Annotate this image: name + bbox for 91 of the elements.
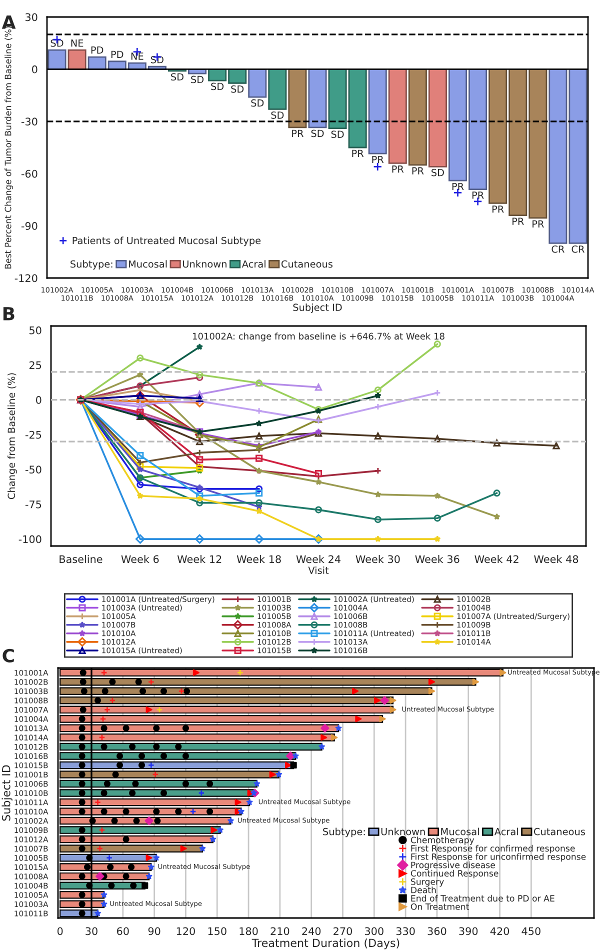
data-label: SD	[251, 99, 264, 107]
x-tick-label: 30	[86, 927, 98, 936]
x-tick-label: 390	[459, 927, 478, 936]
data-label: CR	[552, 245, 564, 253]
x-tick-label: 360	[428, 927, 446, 936]
data-label: PD	[91, 46, 104, 54]
data-label: PR	[372, 156, 384, 164]
x-tick-label: 60	[117, 927, 129, 936]
x-tick-label: Baseline	[60, 555, 102, 564]
x-tick-label: 0	[57, 927, 63, 936]
legend-label: Continued Response	[410, 870, 498, 878]
x-tick-label: Week 24	[296, 555, 340, 564]
y-tick-label: 25	[29, 361, 42, 370]
data-label: SD	[191, 76, 204, 84]
data-label: PR	[492, 206, 504, 213]
legend-label: Cutaneous	[281, 260, 332, 268]
legend-label: Patients of Untreated Mucosal Subtype	[72, 236, 261, 246]
legend-label: Unknown	[381, 828, 425, 836]
data-label: PD	[111, 50, 124, 58]
data-label: PR	[412, 167, 424, 174]
y-tick-label: -50	[25, 466, 42, 474]
data-label: PR	[392, 166, 404, 173]
data-label: PR	[472, 192, 484, 199]
legend-label: Cutaneous	[534, 828, 586, 836]
data-label: PR	[352, 150, 364, 157]
x-tick-label: Week 48	[534, 555, 578, 564]
legend-label: Mucosal	[128, 260, 167, 268]
y-tick-label: -120	[14, 274, 38, 282]
legend-label: Acral	[494, 828, 518, 836]
x-tick-label: Week 42	[474, 555, 518, 564]
y-axis-title: Subject ID	[2, 765, 12, 821]
x-tick-label: 240	[302, 927, 321, 936]
data-label: NE	[131, 52, 144, 60]
x-axis-title: Subject ID	[293, 303, 342, 313]
y-tick-label: 30	[26, 13, 38, 22]
x-tick-label: 450	[522, 927, 540, 936]
x-axis-title: Treatment Duration (Days)	[252, 938, 400, 950]
y-tick-label: -60	[21, 170, 38, 178]
x-tick-label: 90	[148, 927, 160, 936]
data-label: PR	[452, 182, 464, 190]
legend-label: Progressive disease	[411, 862, 495, 870]
legend-label: Death	[411, 886, 436, 894]
y-tick-label: -90	[21, 222, 38, 230]
y-axis-title: Change from Baseline (%)	[8, 373, 17, 500]
legend-label: Acral	[242, 260, 266, 268]
y-tick-label: 0	[32, 65, 38, 74]
y-tick-label: -75	[25, 500, 42, 508]
x-tick-label: Week 30	[356, 555, 400, 564]
x-tick-label: 180	[240, 927, 258, 936]
legend-label: Mucosal	[441, 828, 479, 836]
x-tick-label: Week 36	[415, 555, 460, 564]
legend-label: End of Treatment due to PD or AE	[411, 894, 554, 902]
text: B	[3, 307, 14, 320]
legend-label: Surgery	[411, 878, 444, 887]
data-label: SD	[331, 130, 344, 138]
x-tick-label: 120	[176, 927, 195, 936]
annotation: 101002A: change from baseline is +646.7% at Week 18	[192, 332, 444, 342]
legend-label: First Response for unconfirmed response	[411, 853, 586, 862]
data-label: SD	[311, 130, 324, 138]
legend-label: Unknown	[182, 260, 226, 268]
x-tick-label: 300	[365, 927, 384, 936]
legend-label: First Response for confirmed response	[411, 844, 575, 854]
legend-label: Chemotherapy	[410, 836, 474, 845]
y-tick-label: 50	[30, 326, 42, 334]
x-tick-label: 420	[490, 927, 510, 936]
data-label: SD	[271, 111, 284, 119]
y-tick-label: -100	[18, 535, 42, 544]
x-tick-label: 270	[334, 927, 352, 936]
x-tick-label: 210	[270, 927, 290, 936]
legend-title: Subtype:	[70, 260, 112, 270]
y-tick-label: 0	[36, 396, 42, 404]
x-tick-label: Week 18	[236, 555, 281, 564]
y-tick-label: -25	[25, 430, 42, 439]
x-tick-label: Week 12	[177, 555, 222, 564]
data-label: PR	[512, 218, 524, 225]
x-axis-title: Visit	[308, 566, 329, 574]
data-label: SD	[432, 168, 444, 176]
data-label: CR	[572, 245, 584, 253]
data-label: PR	[532, 220, 544, 228]
x-tick-label: 330	[396, 927, 415, 936]
data-label: SD	[171, 73, 184, 81]
data-label: PR	[292, 130, 304, 137]
legend-title: Subtype:	[323, 828, 365, 838]
data-label: SD	[231, 85, 244, 93]
x-tick-label: 150	[208, 927, 226, 936]
x-tick-label: Week 6	[121, 555, 159, 564]
y-tick-label: -30	[21, 118, 38, 126]
legend-label: On Treatment	[410, 903, 470, 910]
text: C	[2, 648, 14, 662]
data-label: NE	[71, 40, 84, 47]
data-label: SD	[211, 82, 224, 90]
